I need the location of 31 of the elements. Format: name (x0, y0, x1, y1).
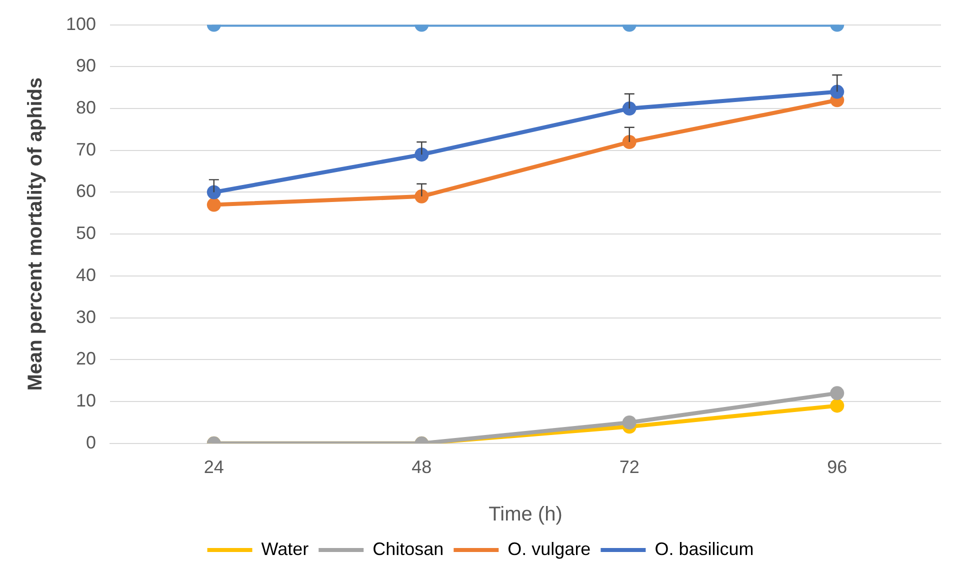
x-tick-label: 24 (204, 457, 224, 478)
legend-label: O. vulgare (508, 538, 591, 559)
y-axis-title: Mean percent mortality of aphids (24, 77, 47, 391)
legend-label: Chitosan (372, 538, 444, 559)
y-tick-label: 30 (76, 306, 96, 327)
point (414, 148, 429, 162)
x-tick-label: 96 (827, 457, 848, 478)
x-axis-title: Time (h) (488, 504, 562, 526)
y-tick-label: 90 (76, 56, 96, 76)
point (830, 84, 844, 99)
y-tick-label: 70 (76, 139, 96, 160)
y-tick-label: 10 (76, 390, 96, 411)
y-tick-label: 50 (76, 223, 96, 244)
legend-label: Water (261, 538, 309, 559)
point (206, 185, 221, 200)
y-tick-label: 80 (76, 97, 96, 118)
point (622, 135, 636, 150)
x-tick-label: 48 (412, 457, 432, 478)
y-tick-label: 0 (86, 432, 96, 452)
point (414, 189, 429, 204)
point (622, 102, 636, 116)
point (206, 198, 221, 212)
point (830, 386, 844, 400)
y-tick-label: 20 (76, 348, 96, 369)
point (830, 398, 844, 413)
point (622, 415, 636, 430)
y-tick-label: 40 (76, 264, 96, 285)
y-tick-label: 100 (66, 14, 96, 34)
y-tick-label: 60 (76, 181, 96, 202)
x-tick-label: 72 (619, 457, 640, 478)
legend-label: O. basilicum (654, 538, 754, 559)
